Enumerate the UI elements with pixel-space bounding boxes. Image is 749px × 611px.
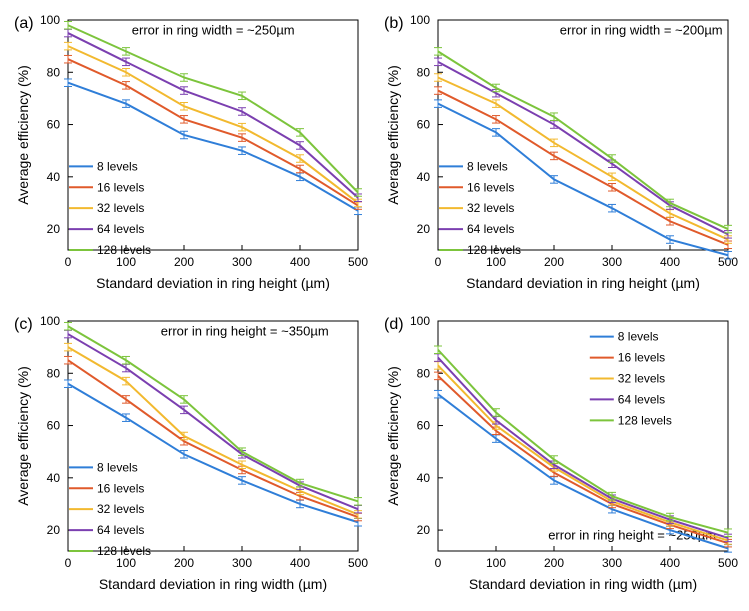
x-tick-label: 400 [290, 255, 310, 269]
legend-label: 128 levels [97, 544, 151, 558]
x-tick-label: 200 [544, 556, 564, 570]
x-tick-label: 500 [718, 556, 738, 570]
series-line-64-levels [438, 357, 728, 537]
x-tick-label: 300 [602, 556, 622, 570]
y-tick-label: 80 [417, 65, 431, 79]
x-tick-label: 400 [660, 255, 680, 269]
y-tick-label: 100 [40, 314, 60, 328]
x-tick-label: 0 [435, 556, 442, 570]
legend-label: 128 levels [467, 243, 521, 257]
x-tick-label: 0 [65, 255, 72, 269]
y-tick-label: 40 [47, 470, 61, 484]
x-tick-label: 500 [348, 556, 368, 570]
panel-b: 010020030040050020406080100Standard devi… [380, 10, 740, 301]
legend-label: 8 levels [467, 159, 508, 173]
x-tick-label: 400 [660, 556, 680, 570]
legend-label: 128 levels [618, 413, 672, 427]
y-tick-label: 40 [417, 170, 431, 184]
y-tick-label: 80 [47, 366, 61, 380]
y-tick-label: 20 [47, 523, 61, 537]
y-axis-label: Average efficiency (%) [15, 366, 31, 506]
legend-label: 64 levels [97, 222, 144, 236]
x-tick-label: 200 [174, 556, 194, 570]
x-tick-label: 300 [232, 556, 252, 570]
figure-grid: 010020030040050020406080100Standard devi… [10, 10, 739, 601]
x-tick-label: 300 [232, 255, 252, 269]
x-axis-label: Standard deviation in ring width (µm) [469, 576, 697, 592]
x-tick-label: 200 [544, 255, 564, 269]
x-tick-label: 100 [486, 556, 506, 570]
y-tick-label: 40 [47, 170, 61, 184]
x-tick-label: 0 [435, 255, 442, 269]
series-line-128-levels [68, 326, 358, 501]
x-tick-label: 100 [486, 255, 506, 269]
panel-annotation: error in ring width = ~250µm [132, 22, 295, 37]
panel-letter: (d) [384, 316, 404, 333]
y-tick-label: 60 [417, 418, 431, 432]
legend-label: 8 levels [97, 159, 138, 173]
legend-label: 64 levels [467, 222, 514, 236]
y-tick-label: 40 [417, 470, 431, 484]
axes-box [438, 20, 728, 250]
series-line-128-levels [438, 349, 728, 532]
panel-a: 0 100 200 300 400 500 20 40 60 80 100 Standard devi… [10, 10, 370, 301]
y-tick-label: 100 [410, 314, 430, 328]
y-tick-label: 20 [47, 222, 61, 236]
y-axis-label: Average efficiency (%) [385, 366, 401, 506]
panel-d: 0 100 200 300 400 500 20 40 60 80 100 Standard devi… [380, 311, 740, 602]
axes-box [438, 321, 728, 551]
y-axis-label: Average efficiency (%) [385, 65, 401, 205]
series-line-16-levels [438, 375, 728, 542]
legend-label: 32 levels [97, 201, 144, 215]
y-tick-label: 100 [40, 13, 60, 27]
x-axis-label: Standard deviation in ring width (µm) [99, 576, 327, 592]
x-axis-label: Standard deviation in ring height (µm) [96, 275, 330, 291]
legend-label: 32 levels [467, 201, 514, 215]
legend-label: 8 levels [618, 329, 659, 343]
x-axis-label: Standard deviation in ring height (µm) [466, 275, 700, 291]
y-tick-label: 60 [47, 418, 61, 432]
legend-label: 64 levels [97, 523, 144, 537]
y-tick-label: 100 [410, 13, 430, 27]
legend-label: 16 levels [97, 481, 144, 495]
legend-label: 16 levels [97, 180, 144, 194]
x-tick-label: 100 [116, 556, 136, 570]
legend-label: 8 levels [97, 460, 138, 474]
y-tick-label: 80 [47, 65, 61, 79]
panel-letter: (a) [14, 15, 34, 32]
panel-c: 0 100 200 300 400 500 20 40 60 80 100 Standard devi… [10, 311, 370, 602]
y-tick-label: 20 [417, 523, 431, 537]
x-tick-label: 300 [602, 255, 622, 269]
legend-label: 128 levels [97, 243, 151, 257]
series-line-32-levels [438, 365, 728, 540]
x-tick-label: 100 [116, 255, 136, 269]
legend-label: 64 levels [618, 392, 665, 406]
legend-label: 32 levels [618, 371, 665, 385]
legend-label: 32 levels [97, 502, 144, 516]
legend-label: 16 levels [467, 180, 514, 194]
legend-label: 16 levels [618, 350, 665, 364]
y-axis-label: Average efficiency (%) [15, 65, 31, 205]
x-tick-label: 200 [174, 255, 194, 269]
panel-letter: (c) [14, 316, 33, 333]
panel-annotation: error in ring height = ~350µm [161, 323, 329, 338]
y-tick-label: 60 [47, 118, 61, 132]
y-tick-label: 60 [417, 118, 431, 132]
x-tick-label: 400 [290, 556, 310, 570]
x-tick-label: 0 [65, 556, 72, 570]
panel-annotation: error in ring width = ~200µm [560, 22, 723, 37]
panel-letter: (b) [384, 15, 404, 32]
x-tick-label: 500 [348, 255, 368, 269]
y-tick-label: 80 [417, 366, 431, 380]
axes-box [68, 321, 358, 551]
y-tick-label: 20 [417, 222, 431, 236]
